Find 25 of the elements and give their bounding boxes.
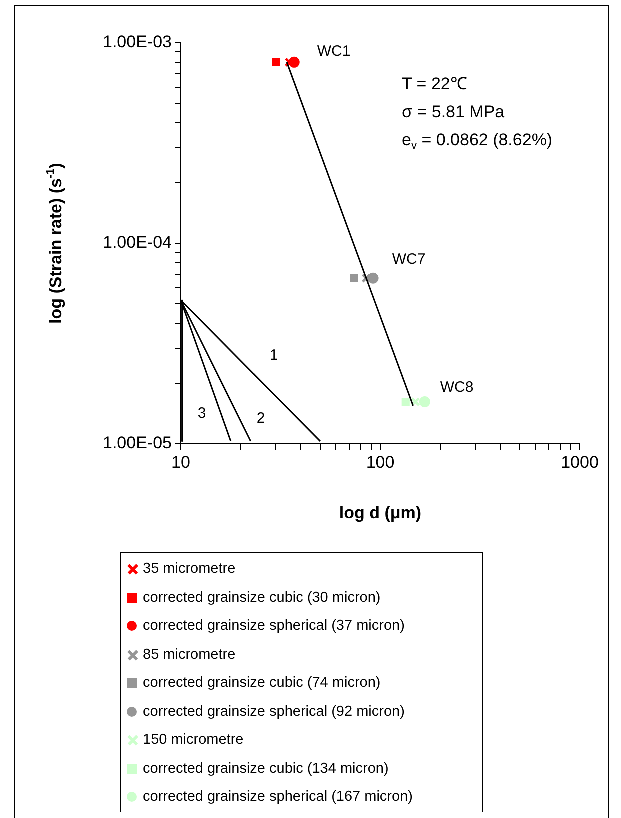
annotation: WC1 xyxy=(317,43,351,60)
annotation: WC7 xyxy=(392,251,426,268)
x-tick-label: 1000 xyxy=(561,452,599,472)
y-axis-title: log (Strain rate) (s-1) xyxy=(45,163,66,324)
x-tick-label: 100 xyxy=(366,452,395,472)
x-axis-title: log d (μm) xyxy=(339,504,422,523)
legend-label: corrected grainsize cubic (134 micron) xyxy=(143,760,389,777)
y-tick-label: 1.00E-03 xyxy=(103,32,172,52)
legend-label: corrected grainsize spherical (92 micron) xyxy=(143,704,405,720)
legend-label: corrected grainsize spherical (37 micron) xyxy=(143,618,405,634)
annotation: σ = 5.81 MPa xyxy=(402,102,506,122)
annotation: WC8 xyxy=(440,379,474,396)
legend-label: corrected grainsize spherical (167 micron) xyxy=(143,789,413,806)
x-tick-label: 10 xyxy=(172,452,190,472)
y-tick-label: 1.00E-05 xyxy=(103,434,172,453)
annotation: 3 xyxy=(198,405,206,422)
legend-label: 35 micrometre xyxy=(143,561,236,578)
legend-label: 85 micrometre xyxy=(143,646,236,663)
annotation: 1 xyxy=(270,347,278,364)
annotation: T = 22℃ xyxy=(402,74,468,94)
legend-label: corrected grainsize cubic (30 micron) xyxy=(143,590,381,606)
annotation: 2 xyxy=(256,410,266,428)
y-tick-label: 1.00E-04 xyxy=(103,233,172,252)
legend-label: 150 micrometre xyxy=(143,732,244,748)
legend-label: corrected grainsize cubic (74 micron) xyxy=(143,675,381,692)
